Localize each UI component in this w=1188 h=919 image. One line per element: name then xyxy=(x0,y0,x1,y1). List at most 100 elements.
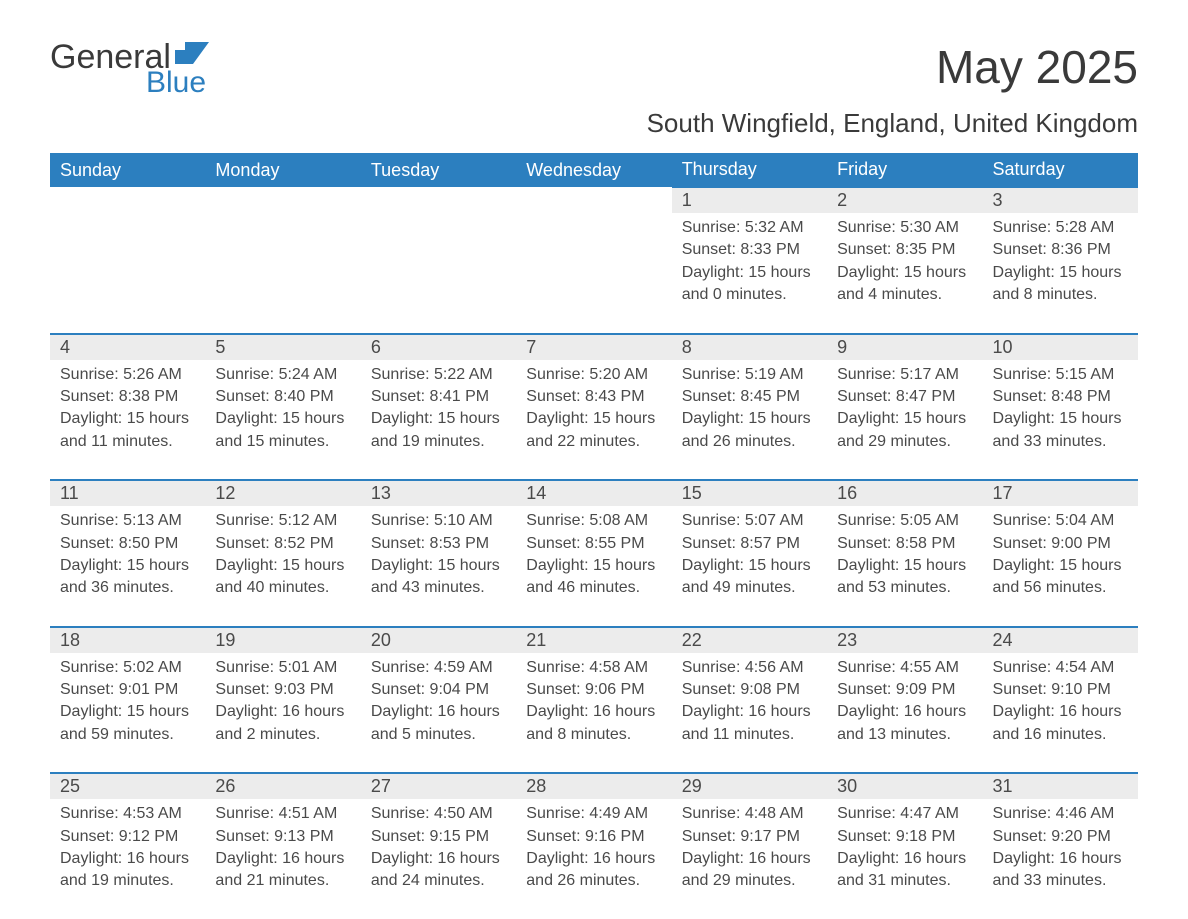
detail-line: Sunrise: 5:19 AM xyxy=(682,364,817,386)
day-detail: Sunrise: 5:05 AMSunset: 8:58 PMDaylight:… xyxy=(827,506,982,627)
weekday-header: Wednesday xyxy=(516,153,671,187)
detail-line: Sunset: 8:43 PM xyxy=(526,386,661,408)
empty-cell xyxy=(516,187,671,213)
detail-line: Sunrise: 5:01 AM xyxy=(215,657,350,679)
detail-line: Sunrise: 5:32 AM xyxy=(682,217,817,239)
day-number: 14 xyxy=(516,480,671,506)
day-detail: Sunrise: 4:51 AMSunset: 9:13 PMDaylight:… xyxy=(205,799,360,919)
detail-line: Daylight: 16 hours and 16 minutes. xyxy=(993,701,1128,746)
detail-line: Daylight: 16 hours and 26 minutes. xyxy=(526,848,661,893)
weekday-header: Monday xyxy=(205,153,360,187)
day-number: 8 xyxy=(672,334,827,360)
detail-line: Sunset: 9:00 PM xyxy=(993,533,1128,555)
day-number: 29 xyxy=(672,773,827,799)
day-number-row: 123 xyxy=(50,187,1138,213)
detail-line: Sunset: 8:57 PM xyxy=(682,533,817,555)
day-detail: Sunrise: 4:53 AMSunset: 9:12 PMDaylight:… xyxy=(50,799,205,919)
day-detail: Sunrise: 4:47 AMSunset: 9:18 PMDaylight:… xyxy=(827,799,982,919)
day-number-row: 11121314151617 xyxy=(50,480,1138,506)
day-detail: Sunrise: 5:24 AMSunset: 8:40 PMDaylight:… xyxy=(205,360,360,481)
day-detail: Sunrise: 4:55 AMSunset: 9:09 PMDaylight:… xyxy=(827,653,982,774)
detail-line: Daylight: 15 hours and 29 minutes. xyxy=(837,408,972,453)
day-detail: Sunrise: 4:56 AMSunset: 9:08 PMDaylight:… xyxy=(672,653,827,774)
day-number-row: 25262728293031 xyxy=(50,773,1138,799)
detail-line: Daylight: 15 hours and 53 minutes. xyxy=(837,555,972,600)
day-detail: Sunrise: 5:01 AMSunset: 9:03 PMDaylight:… xyxy=(205,653,360,774)
detail-line: Daylight: 16 hours and 8 minutes. xyxy=(526,701,661,746)
detail-line: Daylight: 15 hours and 46 minutes. xyxy=(526,555,661,600)
day-number: 20 xyxy=(361,627,516,653)
detail-line: Sunset: 9:13 PM xyxy=(215,826,350,848)
weekday-header: Tuesday xyxy=(361,153,516,187)
detail-line: Sunrise: 5:08 AM xyxy=(526,510,661,532)
detail-line: Daylight: 16 hours and 19 minutes. xyxy=(60,848,195,893)
detail-line: Sunset: 8:41 PM xyxy=(371,386,506,408)
day-detail-row: Sunrise: 4:53 AMSunset: 9:12 PMDaylight:… xyxy=(50,799,1138,919)
detail-line: Sunrise: 5:12 AM xyxy=(215,510,350,532)
day-detail: Sunrise: 5:10 AMSunset: 8:53 PMDaylight:… xyxy=(361,506,516,627)
detail-line: Daylight: 16 hours and 11 minutes. xyxy=(682,701,817,746)
detail-line: Sunset: 8:53 PM xyxy=(371,533,506,555)
day-number: 7 xyxy=(516,334,671,360)
day-detail-row: Sunrise: 5:32 AMSunset: 8:33 PMDaylight:… xyxy=(50,213,1138,334)
day-number-row: 18192021222324 xyxy=(50,627,1138,653)
detail-line: Sunrise: 5:24 AM xyxy=(215,364,350,386)
detail-line: Sunrise: 5:13 AM xyxy=(60,510,195,532)
day-detail: Sunrise: 5:08 AMSunset: 8:55 PMDaylight:… xyxy=(516,506,671,627)
flag-icon xyxy=(175,42,209,68)
day-detail: Sunrise: 5:28 AMSunset: 8:36 PMDaylight:… xyxy=(983,213,1138,334)
weekday-header: Saturday xyxy=(983,153,1138,187)
detail-line: Sunrise: 5:30 AM xyxy=(837,217,972,239)
logo-text-blue: Blue xyxy=(146,68,209,98)
day-number: 30 xyxy=(827,773,982,799)
day-number: 19 xyxy=(205,627,360,653)
detail-line: Daylight: 16 hours and 29 minutes. xyxy=(682,848,817,893)
detail-line: Sunrise: 4:54 AM xyxy=(993,657,1128,679)
detail-line: Sunrise: 5:15 AM xyxy=(993,364,1128,386)
detail-line: Sunset: 8:36 PM xyxy=(993,239,1128,261)
day-number: 27 xyxy=(361,773,516,799)
detail-line: Sunrise: 5:28 AM xyxy=(993,217,1128,239)
day-number-row: 45678910 xyxy=(50,334,1138,360)
detail-line: Daylight: 15 hours and 36 minutes. xyxy=(60,555,195,600)
detail-line: Sunrise: 4:58 AM xyxy=(526,657,661,679)
detail-line: Sunrise: 4:51 AM xyxy=(215,803,350,825)
day-detail-row: Sunrise: 5:26 AMSunset: 8:38 PMDaylight:… xyxy=(50,360,1138,481)
detail-line: Sunset: 9:06 PM xyxy=(526,679,661,701)
day-number: 24 xyxy=(983,627,1138,653)
detail-line: Daylight: 15 hours and 0 minutes. xyxy=(682,262,817,307)
day-detail-row: Sunrise: 5:13 AMSunset: 8:50 PMDaylight:… xyxy=(50,506,1138,627)
detail-line: Sunrise: 4:46 AM xyxy=(993,803,1128,825)
detail-line: Sunset: 9:04 PM xyxy=(371,679,506,701)
detail-line: Daylight: 15 hours and 26 minutes. xyxy=(682,408,817,453)
detail-line: Sunset: 9:15 PM xyxy=(371,826,506,848)
detail-line: Daylight: 15 hours and 40 minutes. xyxy=(215,555,350,600)
detail-line: Sunrise: 5:22 AM xyxy=(371,364,506,386)
detail-line: Daylight: 15 hours and 4 minutes. xyxy=(837,262,972,307)
detail-line: Sunrise: 4:53 AM xyxy=(60,803,195,825)
weekday-header-row: SundayMondayTuesdayWednesdayThursdayFrid… xyxy=(50,153,1138,187)
detail-line: Sunset: 8:38 PM xyxy=(60,386,195,408)
detail-line: Daylight: 15 hours and 8 minutes. xyxy=(993,262,1128,307)
detail-line: Sunrise: 5:10 AM xyxy=(371,510,506,532)
detail-line: Daylight: 15 hours and 15 minutes. xyxy=(215,408,350,453)
detail-line: Daylight: 15 hours and 22 minutes. xyxy=(526,408,661,453)
detail-line: Sunset: 9:01 PM xyxy=(60,679,195,701)
day-number: 11 xyxy=(50,480,205,506)
detail-line: Sunrise: 5:04 AM xyxy=(993,510,1128,532)
day-number: 25 xyxy=(50,773,205,799)
detail-line: Sunrise: 4:48 AM xyxy=(682,803,817,825)
day-number: 1 xyxy=(672,187,827,213)
detail-line: Daylight: 16 hours and 21 minutes. xyxy=(215,848,350,893)
day-detail: Sunrise: 4:50 AMSunset: 9:15 PMDaylight:… xyxy=(361,799,516,919)
day-number: 28 xyxy=(516,773,671,799)
day-detail: Sunrise: 5:32 AMSunset: 8:33 PMDaylight:… xyxy=(672,213,827,334)
empty-cell xyxy=(361,213,516,334)
detail-line: Sunrise: 5:20 AM xyxy=(526,364,661,386)
detail-line: Sunrise: 4:55 AM xyxy=(837,657,972,679)
detail-line: Sunset: 8:48 PM xyxy=(993,386,1128,408)
day-number: 21 xyxy=(516,627,671,653)
day-number: 9 xyxy=(827,334,982,360)
detail-line: Sunset: 9:12 PM xyxy=(60,826,195,848)
empty-cell xyxy=(50,213,205,334)
